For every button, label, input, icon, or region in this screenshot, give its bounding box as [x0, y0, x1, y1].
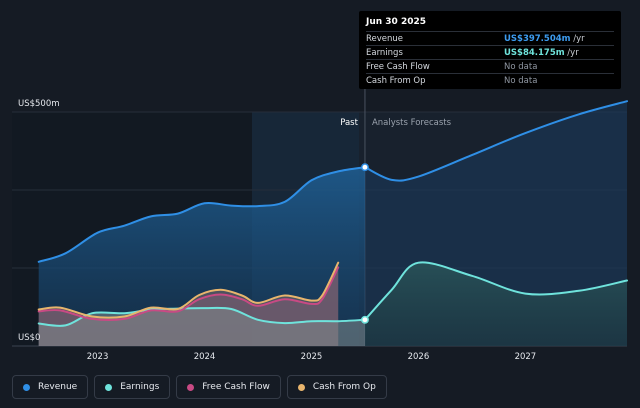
earnings-line [37, 306, 366, 327]
legend-dot-icon [297, 383, 305, 391]
forecast-label: Analysts Forecasts [372, 118, 452, 128]
earnings-forecast-line [364, 261, 628, 321]
tooltip-row: Revenue US$397.504m /yr [366, 31, 614, 45]
tooltip-row-label: Revenue [366, 33, 404, 44]
x-tick-label: 2027 [515, 352, 537, 362]
revenue-marker [361, 163, 369, 172]
x-tick-label: 2023 [87, 352, 109, 362]
legend-item-free-cash-flow[interactable]: Free Cash Flow [176, 375, 281, 399]
tooltip-row-value: No data [504, 62, 537, 72]
tooltip-row-label: Free Cash Flow [366, 61, 430, 72]
legend-dot-icon [187, 383, 195, 391]
free-cash-flow-line [37, 266, 340, 321]
tooltip: Jun 30 2025 Revenue US$397.504m /yr Earnin… [359, 11, 621, 89]
tooltip-unit-text: /yr [564, 47, 579, 58]
revenue-forecast-line [364, 100, 628, 182]
legend-label: Free Cash Flow [202, 382, 270, 392]
tooltip-date: Jun 30 2025 [366, 17, 427, 27]
tooltip-row-value: US$84.175m /yr [504, 48, 579, 58]
series-areas [38, 101, 627, 346]
tooltip-unit-text: /yr [570, 33, 585, 44]
legend-item-earnings[interactable]: Earnings [94, 375, 171, 399]
tooltip-value-text: No data [504, 75, 538, 86]
y-axis-bottom-label: US$0 [18, 333, 40, 343]
x-tick-label: 2024 [194, 352, 216, 362]
legend-label: Earnings [120, 382, 160, 392]
y-axis-top-label: US$500m [18, 99, 60, 109]
legend-label: Cash From Op [312, 382, 376, 392]
tooltip-value-text: No data [504, 61, 538, 72]
tooltip-row-label: Cash From Op [366, 75, 426, 86]
cash-from-op-line [37, 261, 340, 319]
series-markers [361, 163, 369, 324]
tooltip-value-text: US$84.175m [504, 47, 565, 58]
legend-dot-icon [105, 383, 113, 391]
earnings-marker [361, 315, 369, 324]
x-tick-label: 2026 [408, 352, 430, 362]
tooltip-value-text: US$397.504m [504, 33, 571, 44]
tooltip-row: Earnings US$84.175m /yr [366, 45, 614, 59]
tooltip-row-value: No data [504, 76, 537, 86]
axis-labels: US$500m US$0 2023 2024 2025 2026 2027 Past Analy… [18, 99, 536, 362]
legend-item-cash-from-op[interactable]: Cash From Op [286, 375, 387, 399]
legend-item-revenue[interactable]: Revenue [12, 375, 89, 399]
financial-chart: US$500m US$0 2023 2024 2025 2026 2027 Past Analy… [12, 12, 628, 362]
legend-dot-icon [23, 383, 30, 391]
x-tick-label: 2025 [301, 352, 323, 362]
earnings-forecast-area [365, 262, 627, 346]
tooltip-row: Cash From Op No data [366, 73, 614, 87]
tooltip-row-label: Earnings [366, 47, 403, 58]
tooltip-row-value: US$397.504m /yr [504, 34, 585, 44]
revenue-line [37, 166, 366, 263]
tooltip-row: Free Cash Flow No data [366, 59, 614, 73]
legend: Revenue Earnings Free Cash Flow Cash From O… [12, 375, 387, 399]
legend-label: Revenue [38, 382, 78, 392]
series-lines [37, 100, 628, 327]
past-label: Past [340, 118, 358, 128]
